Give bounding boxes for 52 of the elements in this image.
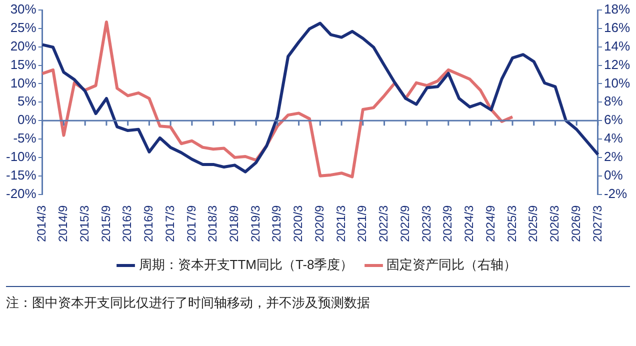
text: 注：图中资本开支同比仅进行了时间轴移动，并不涉及预测数据: [6, 295, 371, 313]
x-tick-label: 2022/9: [398, 204, 412, 242]
x-tick-label: 2022/3: [376, 204, 391, 242]
y-tick-label: -10%: [6, 149, 37, 164]
x-tick-label: 2025/9: [526, 204, 540, 242]
x-tick-label: 2014/9: [56, 204, 70, 242]
y-tick-label: 25%: [10, 20, 37, 36]
y-tick-label: 10%: [10, 75, 37, 90]
x-tick-label: 2019/3: [248, 204, 262, 242]
legend-label: 周期：资本开支TTM同比（T-8季度）: [138, 257, 354, 272]
y2-tick-label: -2%: [604, 186, 628, 201]
y-tick-label: -5%: [13, 130, 37, 146]
legend-label: 固定资产同比（右轴）: [386, 257, 517, 272]
y-tick-label: 20%: [10, 38, 37, 54]
y-tick-label: -15%: [6, 167, 37, 182]
y2-tick-label: 0%: [604, 167, 624, 182]
y-tick-label: 15%: [10, 56, 37, 72]
y2-tick-label: 6%: [604, 112, 624, 128]
y2-tick-label: 2%: [604, 149, 624, 164]
x-tick-label: 2016/9: [142, 204, 156, 242]
x-tick-label: 2015/9: [98, 204, 113, 242]
y2-tick-label: 14%: [604, 38, 630, 54]
x-tick-label: 2026/9: [568, 204, 583, 242]
y2-tick-label: 12%: [604, 56, 630, 72]
x-tick-label: 2018/3: [206, 204, 220, 242]
y-tick-label: 5%: [18, 94, 37, 109]
x-tick-label: 2020/3: [291, 204, 306, 242]
y2-tick-label: 18%: [604, 2, 630, 17]
x-tick-label: 2024/3: [462, 204, 476, 242]
x-tick-label: 2021/3: [334, 204, 348, 242]
y-tick-label: 0%: [18, 112, 37, 128]
x-tick-label: 2023/3: [419, 204, 434, 242]
y2-tick-label: 16%: [604, 20, 630, 36]
y2-tick-label: 10%: [604, 75, 630, 90]
x-tick-label: 2017/9: [184, 204, 198, 242]
x-tick-label: 2021/9: [355, 204, 370, 242]
x-tick-label: 2019/9: [270, 204, 284, 242]
x-tick-label: 2015/3: [77, 204, 92, 242]
x-tick-label: 2014/3: [34, 204, 49, 242]
y2-tick-label: 8%: [604, 94, 624, 109]
x-tick-label: 2025/3: [504, 204, 519, 242]
x-tick-label: 2024/9: [483, 204, 498, 242]
x-tick-label: 2026/3: [548, 204, 562, 242]
x-tick-label: 2016/3: [120, 204, 134, 242]
x-tick-label: 2018/9: [226, 204, 241, 242]
y-tick-label: -20%: [6, 186, 37, 201]
x-tick-label: 2023/9: [440, 204, 455, 242]
x-tick-label: 2027/3: [590, 204, 604, 242]
x-tick-label: 2017/3: [162, 204, 177, 242]
x-tick-label: 2020/9: [312, 204, 326, 242]
y-tick-label: 30%: [10, 2, 37, 17]
y2-tick-label: 4%: [604, 130, 624, 146]
